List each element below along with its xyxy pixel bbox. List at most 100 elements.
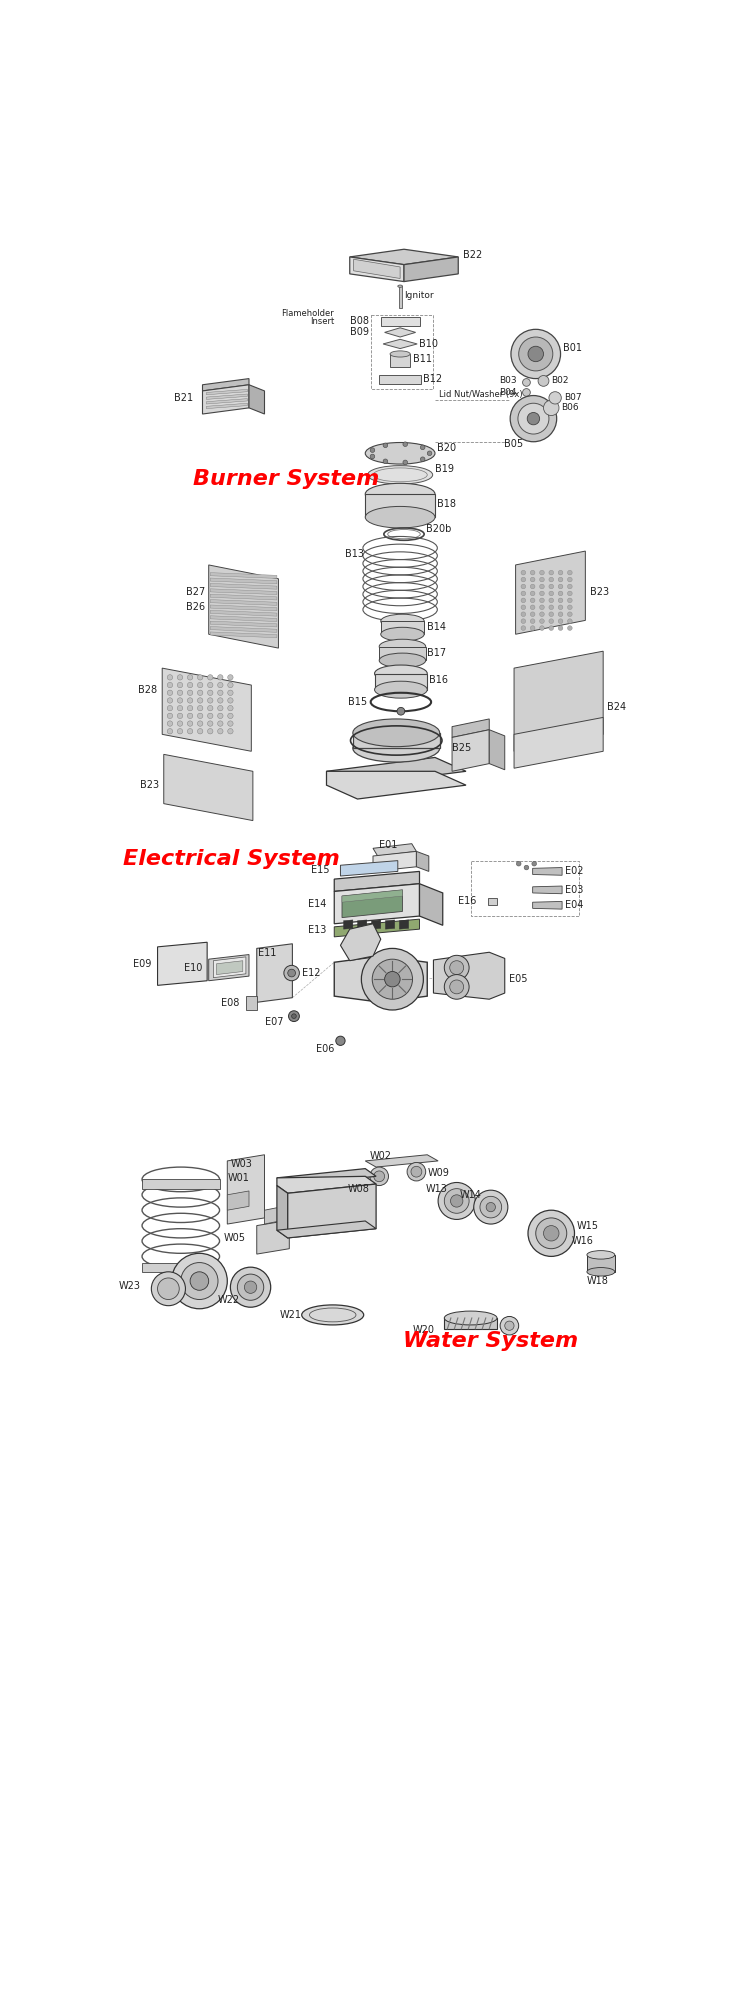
Text: W01: W01 bbox=[227, 1172, 249, 1182]
Polygon shape bbox=[420, 884, 443, 926]
Circle shape bbox=[549, 570, 553, 574]
Circle shape bbox=[208, 706, 213, 710]
Text: E01: E01 bbox=[379, 840, 398, 850]
Circle shape bbox=[228, 674, 233, 680]
Circle shape bbox=[411, 1166, 422, 1178]
Circle shape bbox=[521, 598, 526, 602]
Circle shape bbox=[180, 1262, 218, 1300]
Text: E09: E09 bbox=[133, 958, 151, 968]
Circle shape bbox=[530, 604, 535, 610]
Polygon shape bbox=[379, 374, 421, 384]
Circle shape bbox=[198, 690, 203, 696]
Circle shape bbox=[540, 626, 544, 630]
Circle shape bbox=[558, 604, 563, 610]
Polygon shape bbox=[383, 340, 417, 348]
Circle shape bbox=[167, 714, 173, 718]
Text: E08: E08 bbox=[221, 998, 240, 1008]
Circle shape bbox=[521, 592, 526, 596]
Polygon shape bbox=[444, 1318, 497, 1328]
Circle shape bbox=[528, 1210, 575, 1256]
Ellipse shape bbox=[398, 286, 402, 288]
Text: B23: B23 bbox=[140, 780, 159, 790]
Polygon shape bbox=[206, 390, 247, 394]
Polygon shape bbox=[373, 844, 417, 856]
Polygon shape bbox=[390, 354, 410, 368]
Circle shape bbox=[538, 376, 549, 386]
Circle shape bbox=[372, 960, 413, 1000]
Circle shape bbox=[568, 618, 572, 624]
Text: W15: W15 bbox=[577, 1220, 599, 1230]
Text: B25: B25 bbox=[452, 744, 472, 754]
Text: B22: B22 bbox=[463, 250, 482, 260]
Circle shape bbox=[403, 460, 408, 464]
Circle shape bbox=[230, 1268, 271, 1308]
Polygon shape bbox=[217, 960, 243, 974]
Text: B16: B16 bbox=[429, 676, 447, 686]
Circle shape bbox=[284, 966, 299, 980]
Text: B23: B23 bbox=[590, 586, 609, 596]
Text: E10: E10 bbox=[184, 962, 202, 972]
Circle shape bbox=[177, 690, 183, 696]
Circle shape bbox=[535, 1218, 567, 1248]
Text: B07: B07 bbox=[564, 394, 581, 402]
Circle shape bbox=[549, 392, 561, 404]
Circle shape bbox=[530, 592, 535, 596]
Polygon shape bbox=[288, 1184, 376, 1238]
Polygon shape bbox=[353, 260, 400, 278]
Text: W08: W08 bbox=[348, 1184, 370, 1194]
Circle shape bbox=[336, 1036, 345, 1046]
Circle shape bbox=[521, 612, 526, 616]
Circle shape bbox=[177, 706, 183, 710]
Circle shape bbox=[208, 720, 213, 726]
Text: Burner System: Burner System bbox=[193, 468, 379, 488]
Circle shape bbox=[208, 690, 213, 696]
Circle shape bbox=[544, 400, 559, 416]
Ellipse shape bbox=[444, 1312, 497, 1324]
Circle shape bbox=[238, 1274, 264, 1300]
Text: W09: W09 bbox=[427, 1168, 449, 1178]
Ellipse shape bbox=[587, 1250, 615, 1260]
Circle shape bbox=[530, 598, 535, 602]
Circle shape bbox=[187, 682, 193, 688]
Circle shape bbox=[177, 728, 183, 734]
Circle shape bbox=[521, 604, 526, 610]
Polygon shape bbox=[211, 578, 277, 584]
Circle shape bbox=[171, 1254, 227, 1308]
Circle shape bbox=[397, 708, 405, 716]
Circle shape bbox=[370, 1168, 389, 1186]
Polygon shape bbox=[452, 730, 490, 772]
Circle shape bbox=[217, 690, 223, 696]
Polygon shape bbox=[488, 898, 497, 906]
Circle shape bbox=[292, 1014, 296, 1018]
Text: W02: W02 bbox=[370, 1152, 392, 1162]
Polygon shape bbox=[277, 1186, 288, 1238]
Polygon shape bbox=[211, 616, 277, 622]
Polygon shape bbox=[214, 956, 246, 978]
Circle shape bbox=[540, 612, 544, 616]
Circle shape bbox=[151, 1272, 186, 1306]
Circle shape bbox=[228, 690, 233, 696]
Circle shape bbox=[208, 714, 213, 718]
Circle shape bbox=[403, 442, 408, 446]
Circle shape bbox=[500, 1316, 519, 1334]
Polygon shape bbox=[326, 758, 466, 786]
Polygon shape bbox=[164, 754, 253, 820]
Circle shape bbox=[558, 578, 563, 582]
Circle shape bbox=[530, 584, 535, 588]
Circle shape bbox=[528, 346, 544, 362]
Text: B08: B08 bbox=[350, 316, 369, 326]
Circle shape bbox=[427, 450, 432, 456]
Circle shape bbox=[517, 862, 521, 866]
Text: B13: B13 bbox=[344, 550, 364, 560]
Text: B18: B18 bbox=[438, 500, 456, 510]
Circle shape bbox=[177, 674, 183, 680]
Circle shape bbox=[374, 1170, 384, 1182]
Text: E15: E15 bbox=[311, 864, 329, 874]
Text: B02: B02 bbox=[551, 376, 569, 386]
Circle shape bbox=[540, 604, 544, 610]
Circle shape bbox=[187, 728, 193, 734]
Polygon shape bbox=[277, 1176, 376, 1194]
Circle shape bbox=[558, 592, 563, 596]
Polygon shape bbox=[514, 652, 603, 752]
Polygon shape bbox=[516, 552, 585, 634]
